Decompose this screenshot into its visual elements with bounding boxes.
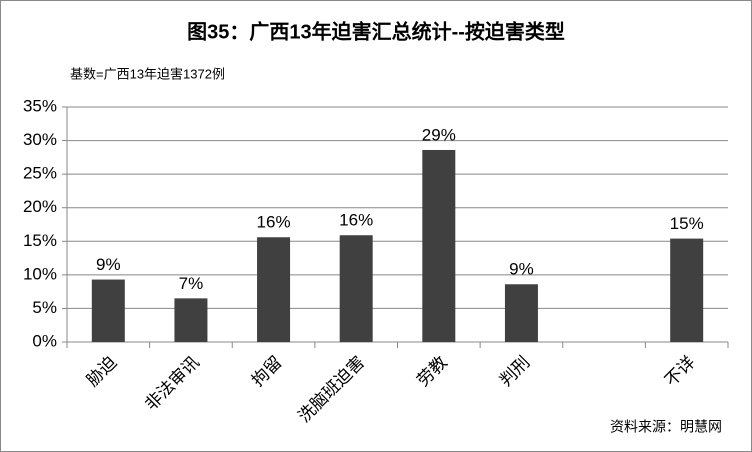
y-tick-label: 20% [23,197,57,216]
y-tick-label: 10% [23,264,57,283]
bar [257,237,291,342]
y-tick-label: 30% [23,130,57,149]
bar [504,284,538,342]
chart-title: 图35：广西13年迫害汇总统计--按迫害类型 [187,19,565,43]
bar [91,279,125,342]
source-note: 资料来源：明慧网 [610,419,722,435]
y-tick-label: 5% [32,298,57,317]
data-label: 15% [670,214,704,233]
chart-subtitle: 基数=广西13年迫害1372例 [70,66,225,81]
y-tick-label: 0% [32,331,57,350]
bar [174,298,208,342]
bar [670,238,704,342]
y-tick-label: 25% [23,164,57,183]
data-label: 16% [257,213,291,232]
bar [422,149,456,342]
bar [339,235,373,342]
data-label: 7% [179,274,204,293]
data-label: 16% [339,211,373,230]
y-tick-label: 35% [23,96,57,115]
y-tick-label: 15% [23,231,57,250]
data-label: 9% [96,255,121,274]
data-label: 9% [509,260,534,279]
data-label: 29% [422,125,456,144]
